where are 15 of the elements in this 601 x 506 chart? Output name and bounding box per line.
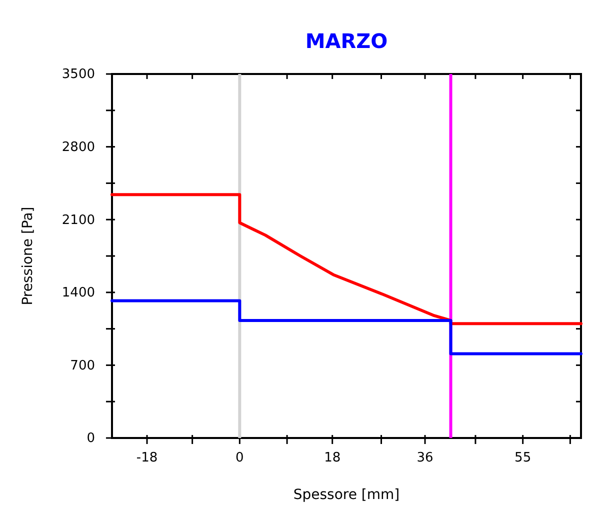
y-tick-label: 3500 xyxy=(62,67,95,82)
y-tick-label: 1400 xyxy=(62,286,95,301)
x-axis-title: Spessore [mm] xyxy=(293,487,400,503)
y-axis-title: Pressione [Pa] xyxy=(20,206,36,306)
x-tick-label: 0 xyxy=(236,450,244,466)
x-tick-label: -18 xyxy=(136,450,158,466)
y-tick-label: 700 xyxy=(70,358,95,374)
y-tick-label: 2800 xyxy=(62,140,95,155)
y-tick-label: 2100 xyxy=(62,212,95,228)
x-tick-label: 18 xyxy=(324,450,341,466)
x-tick-label: 36 xyxy=(416,450,434,466)
x-tick-label: 55 xyxy=(514,450,532,466)
y-tick-label: 0 xyxy=(86,431,95,446)
chart-title: MARZO xyxy=(305,29,388,53)
line-series xyxy=(110,193,582,326)
